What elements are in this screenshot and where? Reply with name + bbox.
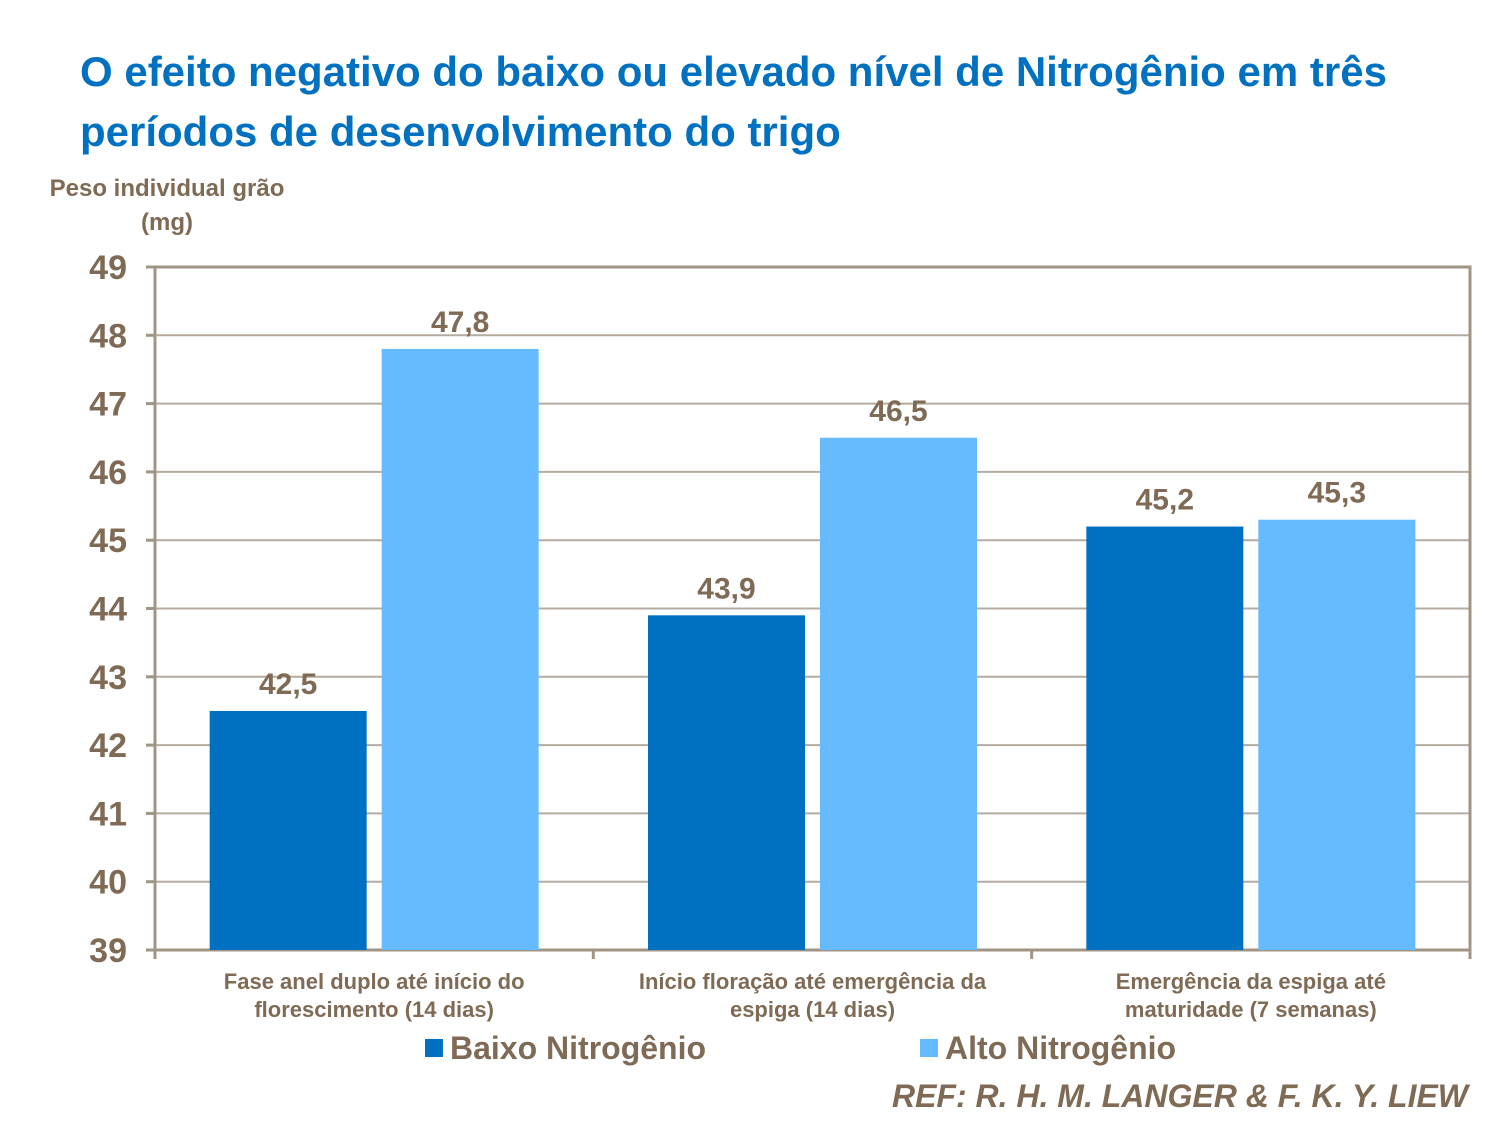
data-label: 47,8 (431, 306, 489, 339)
y-tick-label: 48 (89, 317, 127, 355)
y-tick-label: 46 (89, 454, 127, 492)
y-tick-label: 44 (89, 591, 127, 629)
x-tick-label: florescimento (14 dias) (254, 997, 494, 1022)
y-axis-label: Peso individual grão (mg) (49, 175, 285, 236)
legend-label: Alto Nitrogênio (945, 1030, 1176, 1066)
y-tick-label: 45 (89, 522, 127, 560)
bar-alto-nitrogenio (381, 348, 539, 951)
bar-baixo-nitrogenio (209, 710, 367, 950)
legend-swatch (920, 1039, 938, 1057)
data-label: 46,5 (869, 395, 927, 428)
y-tick-label: 43 (89, 659, 127, 697)
bar-baixo-nitrogenio (648, 615, 805, 950)
plot-area-border (153, 265, 1472, 952)
data-label: 43,9 (697, 572, 755, 605)
bar-baixo-nitrogenio (1086, 526, 1244, 950)
x-tick-label: Emergência da espiga até (1116, 969, 1386, 994)
data-label: 45,3 (1308, 477, 1366, 510)
y-tick-label: 39 (89, 932, 127, 970)
chart-title: O efeito negativo do baixo ou elevado ní… (80, 48, 1387, 155)
y-tick-label: 42 (89, 727, 127, 765)
x-tick-label: Fase anel duplo até início do (224, 969, 525, 994)
data-label: 42,5 (259, 668, 317, 701)
x-tick-label: Início floração até emergência da (639, 969, 987, 994)
data-label: 45,2 (1136, 484, 1194, 517)
y-tick-label: 41 (89, 795, 127, 833)
x-tick-label: maturidade (7 semanas) (1125, 997, 1377, 1022)
bar-alto-nitrogenio (820, 437, 977, 950)
legend-swatch (425, 1039, 443, 1057)
bar-alto-nitrogenio (1258, 519, 1416, 950)
legend-label: Baixo Nitrogênio (450, 1030, 706, 1066)
y-tick-label: 49 (89, 249, 127, 287)
y-tick-label: 40 (89, 864, 127, 902)
reference-note: REF: R. H. M. LANGER & F. K. Y. LIEW (891, 1078, 1468, 1114)
y-tick-label: 47 (89, 386, 127, 424)
x-tick-label: espiga (14 dias) (730, 997, 895, 1022)
